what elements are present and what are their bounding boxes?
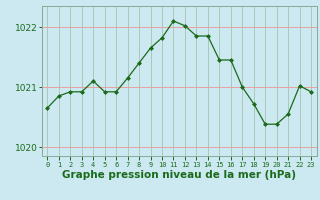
X-axis label: Graphe pression niveau de la mer (hPa): Graphe pression niveau de la mer (hPa) bbox=[62, 170, 296, 180]
